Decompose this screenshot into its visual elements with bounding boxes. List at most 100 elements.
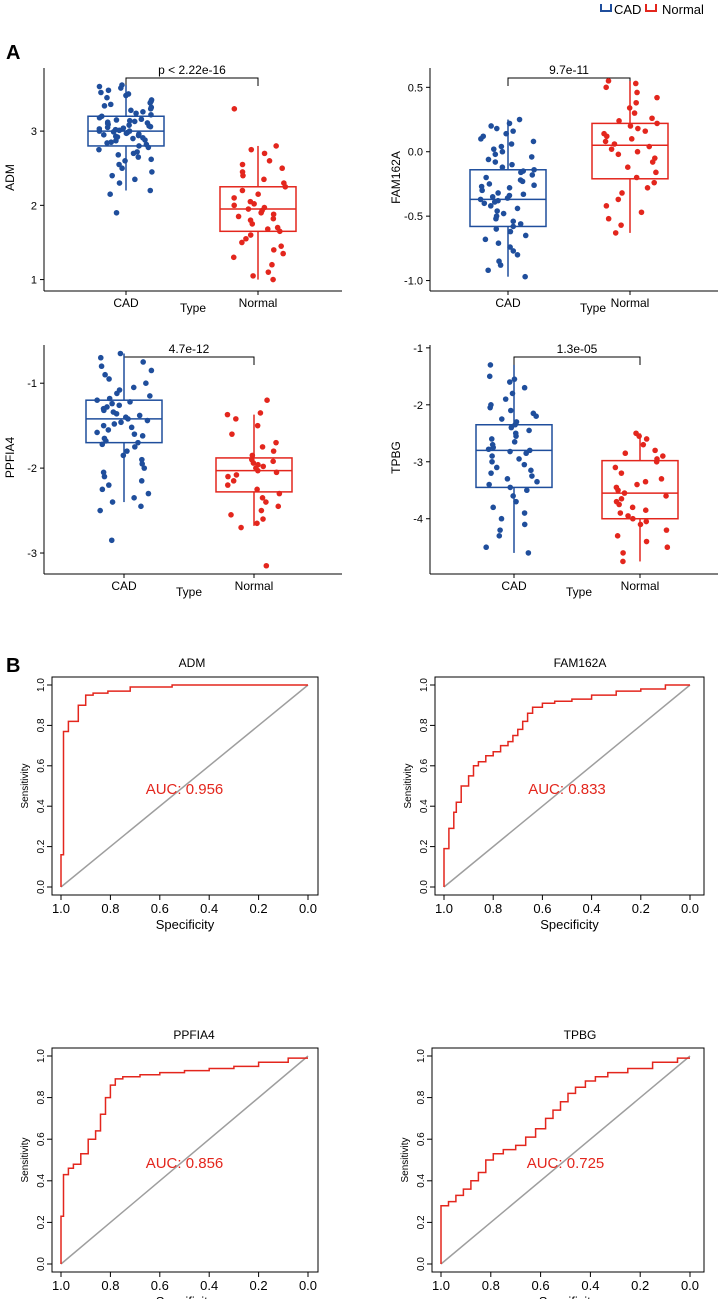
data-point bbox=[632, 80, 639, 87]
data-point bbox=[531, 166, 537, 173]
data-point bbox=[521, 461, 528, 468]
data-point bbox=[488, 436, 495, 442]
data-point bbox=[116, 180, 123, 186]
roc-title: ADM bbox=[179, 656, 206, 670]
y-axis-label: Sensitivity bbox=[20, 763, 31, 808]
data-point bbox=[489, 458, 495, 465]
data-point bbox=[509, 161, 515, 168]
y-tick-label: 0.8 bbox=[416, 1090, 427, 1104]
data-point bbox=[243, 235, 249, 242]
x-tick-label: CAD bbox=[501, 579, 527, 593]
data-point bbox=[119, 165, 125, 172]
data-point bbox=[504, 476, 511, 482]
data-point bbox=[510, 218, 517, 225]
data-point bbox=[522, 273, 528, 280]
data-point bbox=[107, 101, 114, 108]
data-point bbox=[130, 384, 137, 391]
significance-label: p < 2.22e-16 bbox=[158, 63, 226, 77]
diagonal-reference-line bbox=[60, 1055, 309, 1265]
data-point bbox=[134, 149, 140, 155]
chart-sensitivity: FAM162A 1.0 0.8 0.6 0.4 0.2 0.0 0.0 0.2 0.4 0.6 0.8… bbox=[403, 656, 705, 932]
data-point bbox=[496, 258, 502, 265]
x-tick-label: 0.0 bbox=[681, 1278, 699, 1293]
y-tick-label: 3 bbox=[31, 126, 37, 138]
data-point bbox=[490, 146, 497, 152]
data-point bbox=[613, 498, 620, 505]
data-point bbox=[630, 515, 636, 522]
data-point bbox=[510, 493, 516, 499]
data-point bbox=[99, 486, 106, 493]
y-tick-label: 0.0 bbox=[419, 880, 430, 894]
data-point bbox=[263, 499, 269, 505]
y-axis-label: FAM162A bbox=[389, 151, 403, 204]
data-point bbox=[257, 410, 264, 416]
data-point bbox=[133, 110, 139, 117]
data-point bbox=[104, 404, 110, 410]
data-point bbox=[517, 221, 524, 227]
data-point bbox=[528, 154, 535, 160]
data-point bbox=[107, 191, 113, 198]
data-point bbox=[529, 172, 536, 178]
data-point bbox=[511, 439, 518, 445]
significance-bracket bbox=[125, 77, 259, 86]
data-point bbox=[617, 510, 624, 516]
data-point bbox=[124, 448, 130, 454]
data-point bbox=[126, 117, 133, 124]
data-point bbox=[99, 441, 106, 448]
data-point bbox=[507, 228, 514, 235]
data-point bbox=[510, 248, 517, 254]
y-axis-label: PPFIA4 bbox=[3, 437, 17, 479]
x-tick-label: 1.0 bbox=[435, 901, 453, 916]
chart-fam162a: -1.0 -0.5 0.0 0.5 FAM162A CAD Normal Type 9.7e-1… bbox=[389, 63, 718, 315]
data-point bbox=[483, 174, 489, 181]
data-point bbox=[643, 518, 650, 525]
data-point bbox=[100, 469, 107, 476]
data-point bbox=[259, 495, 266, 501]
data-point bbox=[132, 444, 138, 450]
y-tick-label: 0.8 bbox=[36, 1090, 47, 1104]
data-point bbox=[239, 169, 246, 175]
data-point bbox=[488, 402, 494, 408]
plot-frame bbox=[431, 1047, 705, 1273]
data-point bbox=[618, 470, 625, 476]
data-point bbox=[488, 123, 494, 129]
data-point bbox=[270, 247, 277, 253]
data-point bbox=[147, 187, 154, 194]
data-point bbox=[147, 393, 153, 399]
data-point bbox=[516, 456, 522, 462]
chart-tpbg: -4 -3 -2 -1 TPBG CAD Normal Type 1.3e-05 bbox=[389, 342, 718, 599]
data-point bbox=[517, 177, 524, 183]
data-point bbox=[128, 107, 134, 114]
data-point bbox=[481, 200, 488, 207]
data-point bbox=[508, 407, 514, 414]
data-point bbox=[489, 453, 495, 459]
x-axis-label: Specificity bbox=[156, 917, 215, 932]
x-tick-label: 0.0 bbox=[681, 901, 699, 916]
x-axis-label: Specificity bbox=[539, 1294, 598, 1299]
data-point bbox=[642, 507, 649, 513]
data-point bbox=[140, 109, 146, 115]
data-point bbox=[148, 104, 155, 111]
data-point bbox=[239, 187, 246, 194]
data-point bbox=[477, 196, 484, 203]
data-point bbox=[274, 224, 281, 231]
data-point bbox=[101, 473, 108, 480]
data-point bbox=[642, 128, 649, 134]
data-point bbox=[108, 139, 114, 146]
chart-sensitivity: TPBG 1.0 0.8 0.6 0.4 0.2 0.0 0.0 0.2 0.4 0.6 0.8 1.0… bbox=[400, 1028, 705, 1299]
data-point bbox=[634, 89, 640, 96]
data-point bbox=[139, 461, 145, 467]
data-point bbox=[521, 521, 528, 528]
y-tick-label: -4 bbox=[413, 514, 423, 526]
data-point bbox=[97, 507, 103, 514]
data-point bbox=[614, 533, 621, 539]
data-point bbox=[524, 487, 530, 494]
data-point bbox=[612, 230, 619, 236]
data-point bbox=[663, 493, 669, 499]
data-point bbox=[529, 473, 535, 479]
data-point bbox=[486, 181, 493, 187]
legend-label-normal: Normal bbox=[662, 2, 704, 17]
y-tick-label: 0.0 bbox=[36, 1257, 47, 1271]
chart-ppfia4: -3 -2 -1 PPFIA4 CAD Normal Type 4.7e-12 bbox=[3, 342, 342, 599]
data-point bbox=[521, 384, 528, 391]
